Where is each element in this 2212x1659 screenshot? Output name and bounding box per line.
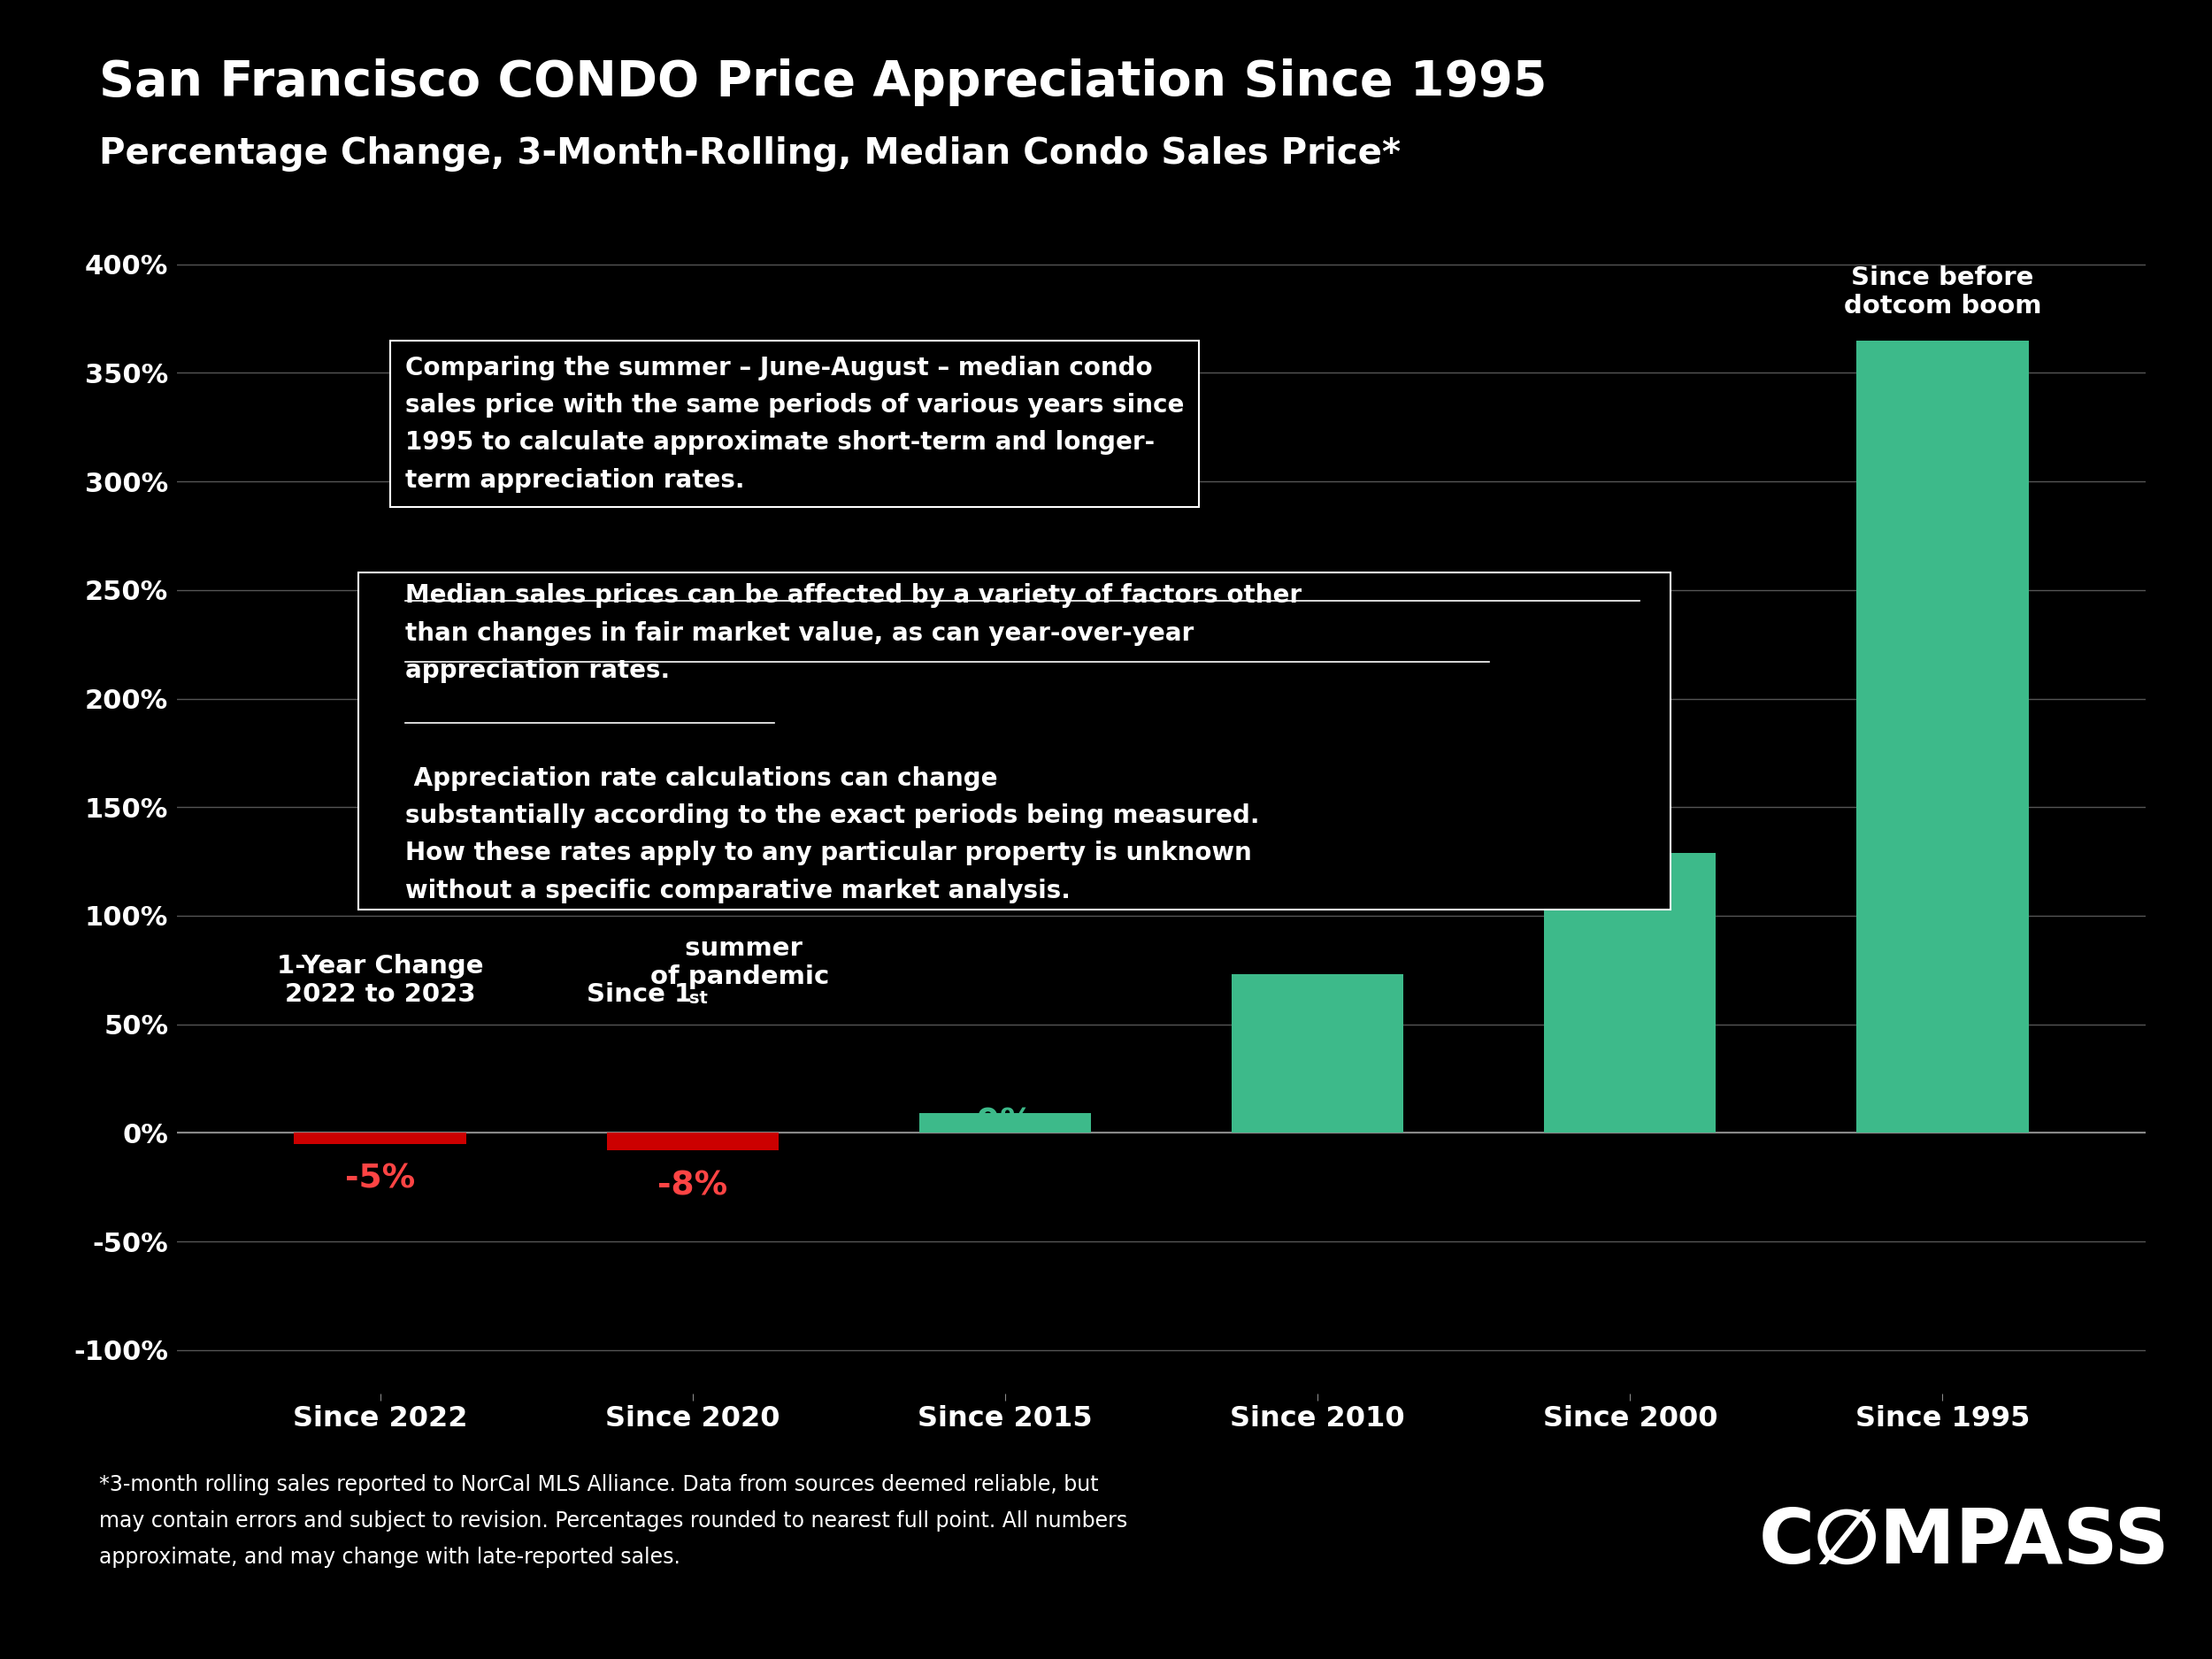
- Bar: [1544, 853, 1717, 1133]
- Text: Appreciation rate calculations can change
substantially according to the exact p: Appreciation rate calculations can chang…: [405, 766, 1259, 902]
- Bar: [920, 1113, 1091, 1133]
- Text: Median sales prices can be affected by a variety of factors other
than changes i: Median sales prices can be affected by a…: [405, 584, 1301, 684]
- Text: 1-Year Change
2022 to 2023: 1-Year Change 2022 to 2023: [276, 954, 484, 1007]
- Text: Since before
dotcom boom: Since before dotcom boom: [1843, 265, 2042, 319]
- Text: st: st: [690, 990, 708, 1007]
- Text: 9%: 9%: [978, 1107, 1033, 1140]
- Bar: [294, 1133, 467, 1143]
- FancyBboxPatch shape: [358, 572, 1670, 909]
- Bar: [606, 1133, 779, 1150]
- Text: Since foreclosure
crisis: Since foreclosure crisis: [1192, 750, 1444, 803]
- Bar: [1232, 974, 1402, 1133]
- Text: 129%: 129%: [1579, 977, 1681, 1009]
- Text: -5%: -5%: [345, 1163, 416, 1194]
- Text: 365%: 365%: [1891, 720, 1993, 753]
- Bar: [1856, 340, 2028, 1133]
- Text: summer
of pandemic: summer of pandemic: [650, 936, 830, 990]
- Text: -8%: -8%: [657, 1170, 728, 1201]
- Text: Since 1: Since 1: [586, 982, 692, 1007]
- Text: Percentage Change, 3-Month-Rolling, Median Condo Sales Price*: Percentage Change, 3-Month-Rolling, Medi…: [100, 136, 1400, 171]
- Text: San Francisco CONDO Price Appreciation Since 1995: San Francisco CONDO Price Appreciation S…: [100, 58, 1548, 106]
- Text: Comparing the summer – June-August – median condo
sales price with the same peri: Comparing the summer – June-August – med…: [405, 355, 1183, 493]
- Text: *3-month rolling sales reported to NorCal MLS Alliance. Data from sources deemed: *3-month rolling sales reported to NorCa…: [100, 1473, 1128, 1568]
- Text: C∅MPASS: C∅MPASS: [1759, 1506, 2170, 1579]
- Text: 73%: 73%: [1279, 1039, 1358, 1070]
